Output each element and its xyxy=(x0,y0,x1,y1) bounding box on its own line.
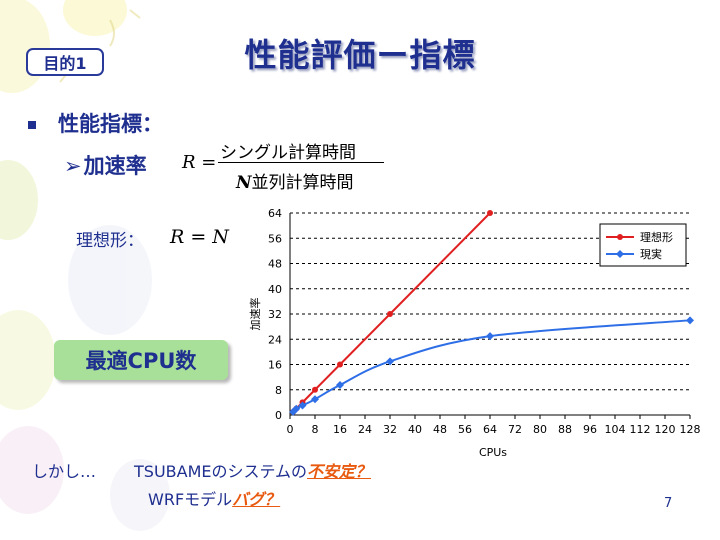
formula-lhs: R = xyxy=(182,152,217,173)
formula-fraction-bar xyxy=(218,162,384,163)
bottom-line2-text: WRFモデル xyxy=(148,490,233,509)
formula-numerator: シングル計算時間 xyxy=(220,143,356,163)
y-tick-label: 40 xyxy=(268,283,282,296)
formula-denominator-var: N xyxy=(236,173,252,193)
data-point-circle xyxy=(387,311,393,317)
legend-marker xyxy=(616,250,624,258)
sub-bullet-label: 加速率 xyxy=(83,154,147,178)
y-tick-label: 64 xyxy=(268,207,282,220)
y-tick-label: 32 xyxy=(268,308,282,321)
data-point-circle xyxy=(337,361,343,368)
x-tick-label: 88 xyxy=(558,423,572,436)
legend-label: 理想形 xyxy=(640,230,673,244)
sub-bullet: ➢加速率 xyxy=(64,150,147,180)
data-point-diamond xyxy=(311,395,319,404)
unstable-emphasis: 不安定？ xyxy=(307,462,372,481)
bullet-square-icon xyxy=(28,121,36,129)
x-tick-label: 72 xyxy=(508,423,522,436)
bottom-line1-text: TSUBAMEのシステムの xyxy=(134,462,308,481)
y-axis-label: 加速率 xyxy=(248,298,262,331)
data-point-diamond xyxy=(386,357,394,366)
x-tick-label: 112 xyxy=(630,423,651,436)
legend-marker xyxy=(617,234,623,240)
x-axis-label: CPUs xyxy=(479,446,507,459)
y-tick-label: 8 xyxy=(275,384,282,397)
data-point-diamond xyxy=(486,332,494,341)
x-tick-label: 32 xyxy=(383,423,397,436)
y-tick-label: 56 xyxy=(268,232,282,245)
data-point-circle xyxy=(487,210,493,216)
bullet-heading: 性能指標： xyxy=(58,112,163,136)
bottom-prefix: しかし… xyxy=(32,462,97,481)
x-tick-label: 48 xyxy=(433,423,447,436)
x-tick-label: 104 xyxy=(605,423,626,436)
y-tick-label: 24 xyxy=(268,333,282,346)
data-point-diamond xyxy=(686,316,694,325)
page-number: 7 xyxy=(664,496,673,511)
speedup-chart: 0 8 16 24 32 40 48 56 64 0 8 16 24 32 40 48 56 64 72 80 88 96… xyxy=(248,207,701,459)
x-tick-label: 0 xyxy=(287,423,294,436)
objective-tag: 目的1 xyxy=(26,48,104,76)
x-tick-label: 8 xyxy=(312,423,319,436)
y-tick-label: 16 xyxy=(268,359,282,372)
data-point-diamond xyxy=(292,404,301,413)
x-tick-label: 96 xyxy=(583,423,597,436)
formula-denominator-text: 並列計算時間 xyxy=(251,173,354,193)
data-point-circle xyxy=(312,386,318,393)
data-point-diamond xyxy=(298,401,307,410)
optimal-cpu-box: 最適CPU数 xyxy=(54,340,228,380)
bottom-line-1: しかし… TSUBAMEのシステムの不安定？ xyxy=(32,458,371,482)
ideal-label: 理想形： xyxy=(76,231,144,251)
legend-label: 現実 xyxy=(640,247,662,261)
bottom-line-2: WRFモデルバグ？ xyxy=(148,486,280,510)
data-point-diamond xyxy=(336,381,344,390)
x-tick-label: 40 xyxy=(408,423,422,436)
slide-title: 性能評価ー指標 xyxy=(244,36,476,74)
y-tick-label: 48 xyxy=(268,258,282,271)
x-tick-label: 16 xyxy=(333,423,347,436)
bug-emphasis: バグ？ xyxy=(232,490,281,509)
x-tick-label: 64 xyxy=(483,423,497,436)
x-tick-label: 80 xyxy=(533,423,547,436)
x-tick-label: 56 xyxy=(458,423,472,436)
x-tick-label: 128 xyxy=(680,423,701,436)
y-tick-label: 0 xyxy=(275,409,282,422)
arrow-bullet-icon: ➢ xyxy=(64,154,82,178)
legend-box xyxy=(599,223,687,267)
ideal-formula: R = N xyxy=(170,226,229,248)
formula-denominator: N並列計算時間 xyxy=(236,168,354,193)
x-tick-label: 24 xyxy=(358,423,372,436)
x-tick-label: 120 xyxy=(655,423,676,436)
